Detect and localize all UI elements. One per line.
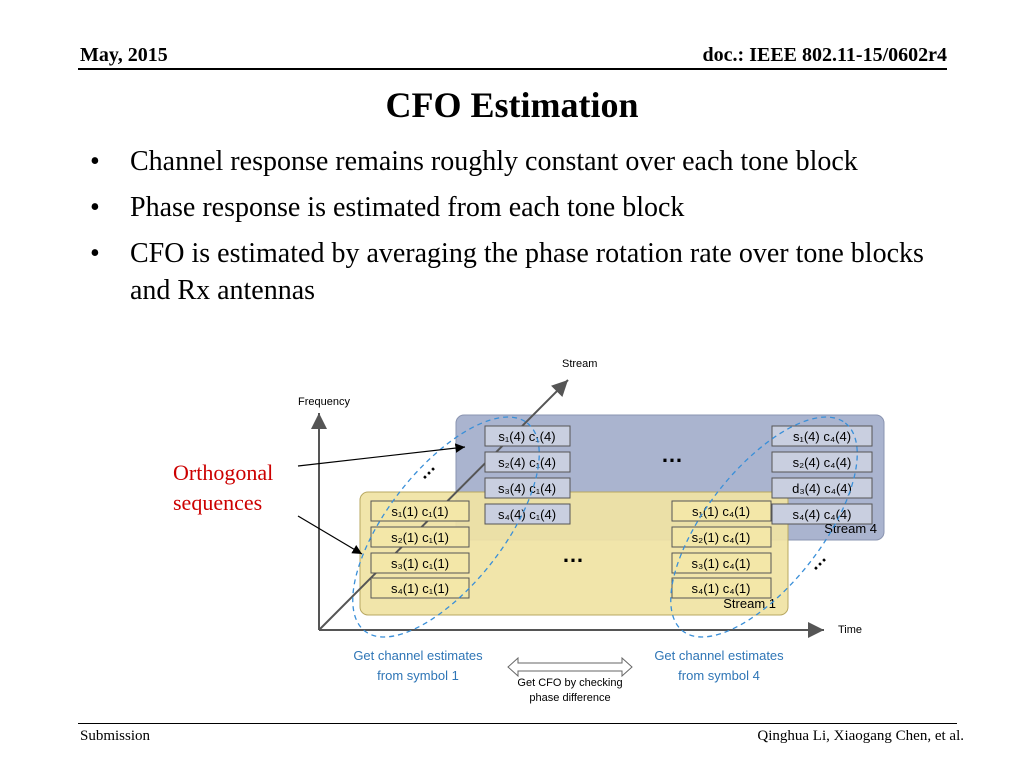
cell-label: s₃(1) c₁(1) <box>391 556 449 571</box>
annotation-line-2: sequences <box>173 490 263 515</box>
cell <box>671 500 772 522</box>
stream-axis-label: Stream <box>562 358 597 370</box>
caption-cfo-line1: Get CFO by checking <box>517 677 622 689</box>
cell <box>370 526 470 548</box>
time-axis-label: Time <box>838 624 862 636</box>
ellipsis-streams-right: … <box>803 547 830 574</box>
header-divider <box>78 68 947 70</box>
caption-symbol-1-line2: from symbol 1 <box>377 668 459 683</box>
cell-label: s₂(4) c₄(4) <box>793 455 852 470</box>
cell-label: s₃(4) c₁(4) <box>498 481 556 496</box>
bullet-item: • Phase response is estimated from each t… <box>90 189 970 226</box>
caption-symbol-1-line1: Get channel estimates <box>353 648 483 663</box>
cell-label: s₄(4) c₄(4) <box>792 507 851 522</box>
cell <box>484 503 571 525</box>
cell <box>484 477 571 499</box>
ellipsis-streams-left: … <box>412 456 439 483</box>
cell-label: s₁(1) c₁(1) <box>391 504 448 519</box>
cell-label: s₂(1) c₁(1) <box>391 530 449 545</box>
bullet-text: Phase response is estimated from each to… <box>130 192 685 223</box>
bullet-item: • CFO is estimated by averaging the phase… <box>90 235 970 309</box>
footer-authors: Qinghua Li, Xiaogang Chen, et al. <box>757 728 964 744</box>
slide-title: CFO Estimation <box>385 85 639 125</box>
cell <box>671 577 772 599</box>
stream-4-label: Stream 4 <box>824 521 877 536</box>
bullet-dot: • <box>90 146 100 177</box>
cell <box>671 526 772 548</box>
cell-label: s₂(1) c₄(1) <box>692 530 751 545</box>
header-date: May, 2015 <box>80 44 168 66</box>
cell-label: s₁(4) c₄(4) <box>793 429 851 444</box>
bullet-dot: • <box>90 238 100 269</box>
cell-label: s₂(4) c₁(4) <box>498 455 556 470</box>
frequency-axis-label: Frequency <box>298 396 350 408</box>
cell <box>771 425 873 447</box>
bullet-text: Channel response remains roughly constan… <box>130 146 858 177</box>
cell <box>771 451 873 473</box>
cell <box>484 451 571 473</box>
ellipsis-stream-4: … <box>661 442 683 467</box>
cell-label: s₃(1) c₄(1) <box>692 556 751 571</box>
cell <box>370 577 470 599</box>
cell-label: s₄(1) c₁(1) <box>391 581 449 596</box>
cell-label: s₁(4) c₁(4) <box>498 429 555 444</box>
bullet-list: • Channel response remains roughly consta… <box>90 143 970 318</box>
cell <box>671 552 772 574</box>
annotation-arrow-upper <box>297 443 466 467</box>
stream-1-right-cells: s₁(1) c₄(1) s₂(1) c₄(1) s₃(1) c₄(1) s₄(1… <box>671 500 772 599</box>
cell <box>771 477 873 499</box>
footer-divider <box>78 723 957 724</box>
caption-symbol-4-line1: Get channel estimates <box>654 648 784 663</box>
cell <box>484 425 571 447</box>
cell-label: d₃(4) c₄(4) <box>792 481 852 496</box>
annotation-arrow-lower <box>297 515 363 555</box>
bullet-item: • Channel response remains roughly consta… <box>90 143 970 180</box>
header-doc-id: doc.: IEEE 802.11-15/0602r4 <box>702 44 947 66</box>
footer-submission: Submission <box>80 728 151 744</box>
cell <box>771 503 873 525</box>
bullet-dot: • <box>90 192 100 223</box>
ellipsis-stream-1: … <box>562 542 584 567</box>
stream-4-left-cells: s₁(4) c₁(4) s₂(4) c₁(4) s₃(4) c₁(4) s₄(4… <box>484 425 571 525</box>
double-arrow-icon <box>507 656 633 678</box>
bullet-text: CFO is estimated by averaging the phase … <box>130 238 924 306</box>
symbol-1-ellipse <box>352 416 540 638</box>
cell <box>370 500 470 522</box>
stream-1-left-cells: s₁(1) c₁(1) s₂(1) c₁(1) s₃(1) c₁(1) s₄(1… <box>370 500 470 599</box>
stream-1-label: Stream 1 <box>723 596 776 611</box>
caption-cfo-line2: phase difference <box>529 692 610 704</box>
cell <box>370 552 470 574</box>
stream-4-right-cells: s₁(4) c₄(4) s₂(4) c₄(4) d₃(4) c₄(4) s₄(4… <box>771 425 873 525</box>
cell-label: s₄(1) c₄(1) <box>691 581 750 596</box>
caption-symbol-4-line2: from symbol 4 <box>678 668 760 683</box>
annotation-line-1: Orthogonal <box>173 460 274 485</box>
symbol-4-ellipse <box>670 416 858 638</box>
cell-label: s₄(4) c₁(4) <box>498 507 556 522</box>
